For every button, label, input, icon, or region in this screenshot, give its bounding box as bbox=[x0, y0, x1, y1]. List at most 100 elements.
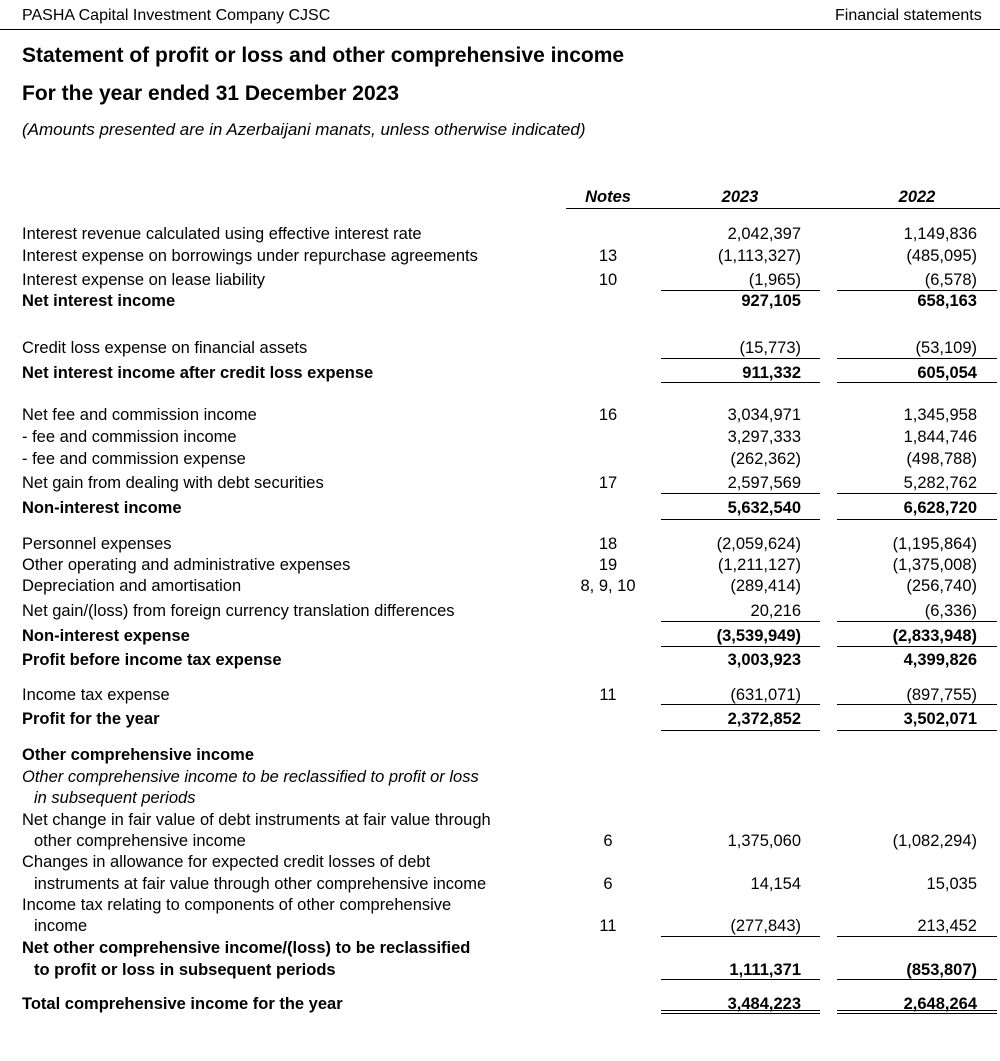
value-2023: 2,042,397 bbox=[727, 225, 801, 243]
value-2023: (1,965) bbox=[748, 271, 801, 289]
subtotal-rule bbox=[837, 358, 997, 359]
table-row: Other comprehensive income to be reclass… bbox=[0, 767, 1000, 787]
table-row: to profit or loss in subsequent periods 1… bbox=[0, 960, 1000, 980]
row-note: 10 bbox=[598, 271, 618, 289]
value-2023: 927,105 bbox=[741, 292, 801, 310]
row-note: 17 bbox=[598, 474, 618, 492]
table-row: Net fee and commission income 16 3,034,971… bbox=[0, 405, 1000, 425]
value-2022: (1,375,008) bbox=[892, 556, 977, 574]
value-2023: 5,632,540 bbox=[727, 499, 801, 517]
value-2022: 4,399,826 bbox=[903, 651, 977, 669]
table-row: Depreciation and amortisation 8, 9, 10 (28… bbox=[0, 576, 1000, 596]
row-label: Credit loss expense on financial assets bbox=[22, 339, 308, 357]
subtotal-rule bbox=[661, 704, 820, 705]
table-row: Profit for the year 2,372,852 3,502,071 bbox=[0, 709, 1000, 729]
value-2022: 658,163 bbox=[917, 292, 977, 310]
table-row: Net gain/(loss) from foreign currency tr… bbox=[0, 601, 1000, 621]
row-label: Total comprehensive income for the year bbox=[22, 995, 343, 1013]
total-double-rule bbox=[661, 1010, 820, 1014]
subtotal-rule bbox=[661, 493, 820, 494]
value-2023: 3,003,923 bbox=[727, 651, 801, 669]
table-row: Profit before income tax expense 3,003,92… bbox=[0, 650, 1000, 670]
subtotal-rule bbox=[661, 358, 820, 359]
statement-title: Statement of profit or loss and other co… bbox=[22, 44, 625, 67]
row-label: Profit before income tax expense bbox=[22, 651, 282, 669]
row-label: - fee and commission expense bbox=[22, 450, 246, 468]
value-2022: 1,844,746 bbox=[903, 428, 977, 446]
row-label: - fee and commission income bbox=[22, 428, 237, 446]
subtotal-rule bbox=[837, 519, 997, 520]
value-2022: (53,109) bbox=[915, 339, 977, 357]
table-row: Other comprehensive income bbox=[0, 745, 1000, 765]
row-label: Net interest income after credit loss ex… bbox=[22, 364, 374, 382]
value-2022: 1,149,836 bbox=[903, 225, 977, 243]
row-note: 11 bbox=[599, 686, 617, 704]
table-row: other comprehensive income 6 1,375,060 (1,0… bbox=[0, 831, 1000, 851]
subtotal-rule bbox=[837, 730, 997, 731]
subtotal-rule bbox=[661, 621, 820, 622]
table-row: income 11 (277,843) 213,452 bbox=[0, 916, 1000, 936]
value-2022: (6,578) bbox=[924, 271, 977, 289]
subtotal-rule bbox=[661, 519, 820, 520]
value-2023: (1,113,327) bbox=[717, 247, 801, 265]
table-row: instruments at fair value through other … bbox=[0, 874, 1000, 894]
row-label: income bbox=[34, 917, 88, 935]
value-2023: 20,216 bbox=[750, 602, 801, 620]
subtotal-rule bbox=[837, 936, 997, 937]
subtotal-rule bbox=[837, 382, 997, 383]
row-label: Income tax relating to components of oth… bbox=[22, 896, 452, 914]
table-row: Other operating and administrative expen… bbox=[0, 555, 1000, 575]
table-row: Personnel expenses 18 (2,059,624) (1,195,86… bbox=[0, 534, 1000, 554]
value-2022: 2,648,264 bbox=[903, 995, 977, 1013]
row-label: Interest revenue calculated using effect… bbox=[22, 225, 422, 243]
value-2023: (631,071) bbox=[730, 686, 801, 704]
row-note: 6 bbox=[603, 832, 613, 850]
value-2023: (277,843) bbox=[730, 917, 801, 935]
row-note: 13 bbox=[598, 247, 618, 265]
table-row: Net interest income 927,105 658,163 bbox=[0, 291, 1000, 311]
column-notes: Notes bbox=[585, 188, 631, 206]
section-name: Financial statements bbox=[835, 7, 982, 24]
value-2022: 3,502,071 bbox=[903, 710, 977, 728]
table-row: Income tax expense 11 (631,071) (897,755) bbox=[0, 685, 1000, 705]
row-label: Personnel expenses bbox=[22, 535, 172, 553]
value-2023: (15,773) bbox=[739, 339, 801, 357]
table-row: Interest revenue calculated using effect… bbox=[0, 224, 1000, 244]
table-row: Total comprehensive income for the year 3… bbox=[0, 994, 1000, 1014]
row-label: Net change in fair value of debt instrum… bbox=[22, 811, 491, 829]
subtotal-rule bbox=[661, 979, 820, 980]
subtotal-rule bbox=[837, 621, 997, 622]
row-label: instruments at fair value through other … bbox=[34, 875, 487, 893]
header-divider bbox=[0, 29, 1000, 30]
row-label: Net other comprehensive income/(loss) to… bbox=[22, 939, 471, 957]
row-label: Net gain/(loss) from foreign currency tr… bbox=[22, 602, 455, 620]
row-label: Net gain from dealing with debt securiti… bbox=[22, 474, 324, 492]
row-label: Income tax expense bbox=[22, 686, 170, 704]
table-row: Non-interest expense (3,539,949) (2,833,94… bbox=[0, 626, 1000, 646]
statement-period: For the year ended 31 December 2023 bbox=[22, 82, 400, 105]
row-label: Other comprehensive income to be reclass… bbox=[22, 768, 479, 786]
statement-subtitle: (Amounts presented are in Azerbaijani ma… bbox=[22, 120, 586, 139]
subtotal-rule bbox=[661, 646, 820, 647]
subtotal-rule bbox=[837, 290, 997, 291]
row-label: Profit for the year bbox=[22, 710, 160, 728]
table-row: - fee and commission expense (262,362) (49… bbox=[0, 449, 1000, 469]
value-2022: (256,740) bbox=[906, 577, 977, 595]
table-row: Changes in allowance for expected credit… bbox=[0, 852, 1000, 872]
value-2022: 213,452 bbox=[917, 917, 977, 935]
table-row: Interest expense on lease liability 10 (1,… bbox=[0, 270, 1000, 290]
row-label: other comprehensive income bbox=[34, 832, 246, 850]
row-label: Net fee and commission income bbox=[22, 406, 257, 424]
row-label: Changes in allowance for expected credit… bbox=[22, 853, 431, 871]
row-label: to profit or loss in subsequent periods bbox=[34, 961, 336, 979]
value-2022: (498,788) bbox=[906, 450, 977, 468]
value-2023: 3,034,971 bbox=[727, 406, 801, 424]
table-row: Non-interest income 5,632,540 6,628,720 bbox=[0, 498, 1000, 518]
table-row: Interest expense on borrowings under rep… bbox=[0, 246, 1000, 266]
row-note: 18 bbox=[598, 535, 618, 553]
row-label: Interest expense on borrowings under rep… bbox=[22, 247, 478, 265]
table-row: Net gain from dealing with debt securiti… bbox=[0, 473, 1000, 493]
row-note: 8, 9, 10 bbox=[580, 577, 636, 595]
value-2022: (485,095) bbox=[906, 247, 977, 265]
row-label: Other operating and administrative expen… bbox=[22, 556, 351, 574]
